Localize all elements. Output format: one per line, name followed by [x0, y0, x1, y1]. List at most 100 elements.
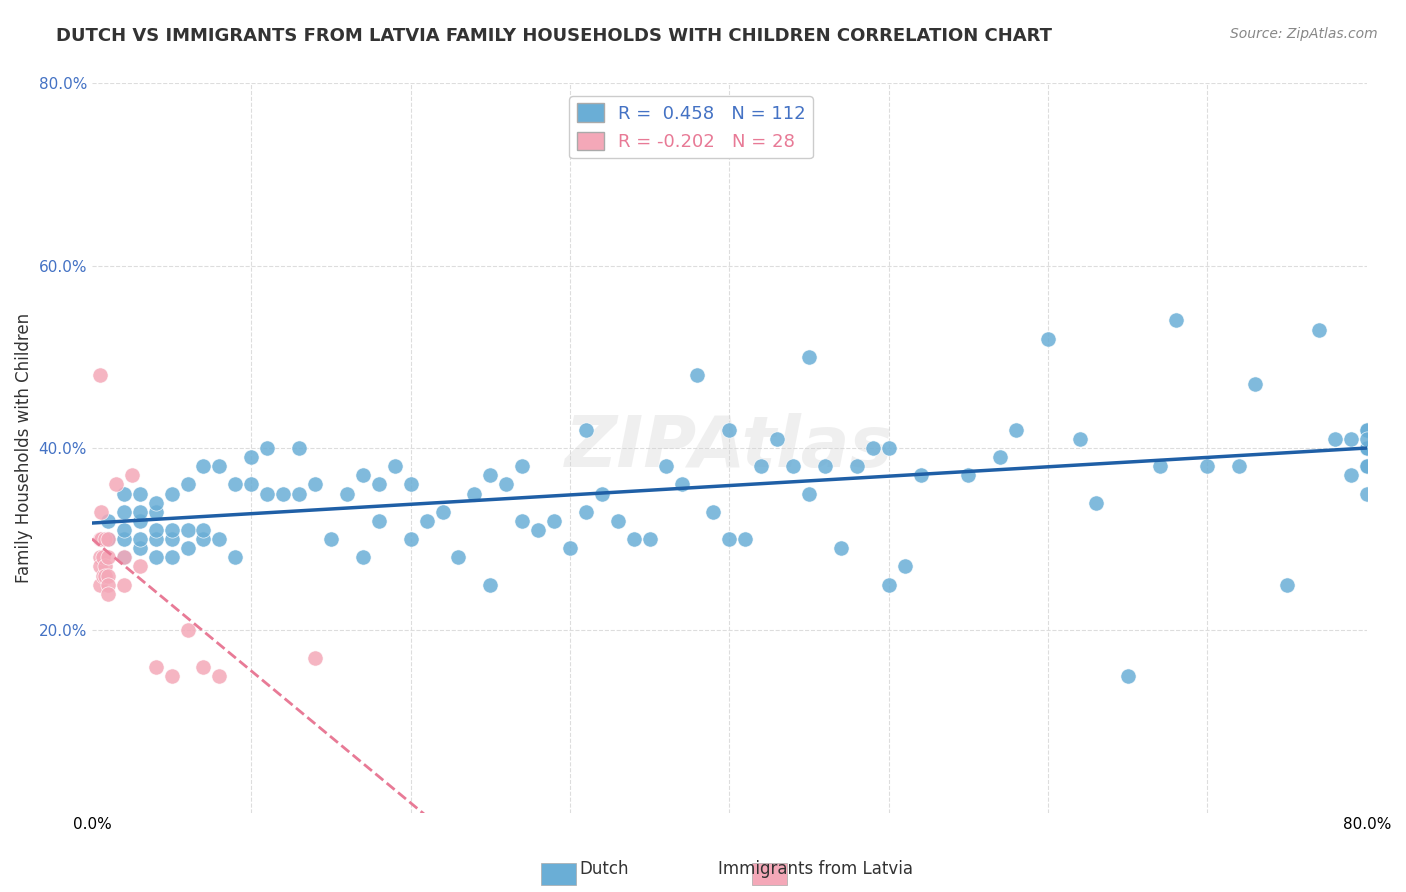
Point: [112, 486, 135, 500]
Point: [845, 459, 868, 474]
Point: [208, 459, 231, 474]
Point: [558, 541, 581, 556]
Point: [479, 468, 502, 483]
Point: [830, 541, 852, 556]
Point: [463, 486, 485, 500]
Point: [1355, 423, 1378, 437]
Point: [145, 532, 167, 546]
Point: [128, 559, 150, 574]
Point: [176, 541, 198, 556]
Point: [415, 514, 437, 528]
Point: [145, 523, 167, 537]
Point: [910, 468, 932, 483]
Point: [160, 486, 183, 500]
Point: [479, 577, 502, 591]
Text: Immigrants from Latvia: Immigrants from Latvia: [718, 860, 912, 878]
Point: [734, 532, 756, 546]
Text: Dutch: Dutch: [579, 860, 630, 878]
Point: [702, 505, 724, 519]
Point: [90, 505, 112, 519]
Point: [112, 532, 135, 546]
Point: [319, 532, 342, 546]
Point: [352, 468, 374, 483]
Point: [112, 550, 135, 565]
Point: [432, 505, 454, 519]
Point: [1005, 423, 1028, 437]
Point: [1355, 459, 1378, 474]
Point: [208, 669, 231, 683]
Point: [1036, 332, 1059, 346]
Point: [877, 577, 900, 591]
Point: [271, 486, 294, 500]
Point: [208, 532, 231, 546]
Point: [160, 523, 183, 537]
Point: [145, 496, 167, 510]
Point: [797, 486, 820, 500]
Point: [638, 532, 661, 546]
Point: [957, 468, 980, 483]
Point: [176, 477, 198, 491]
Point: [112, 523, 135, 537]
Point: [240, 477, 263, 491]
Point: [1084, 496, 1107, 510]
Point: [766, 432, 789, 446]
Point: [160, 669, 183, 683]
Point: [224, 550, 246, 565]
Point: [97, 532, 120, 546]
Point: [89, 577, 111, 591]
Text: DUTCH VS IMMIGRANTS FROM LATVIA FAMILY HOUSEHOLDS WITH CHILDREN CORRELATION CHAR: DUTCH VS IMMIGRANTS FROM LATVIA FAMILY H…: [56, 27, 1052, 45]
Point: [1275, 577, 1298, 591]
Point: [606, 514, 628, 528]
Point: [89, 559, 111, 574]
Point: [90, 532, 112, 546]
Point: [782, 459, 804, 474]
Point: [93, 568, 115, 582]
Point: [1340, 468, 1362, 483]
Point: [1355, 432, 1378, 446]
Point: [89, 368, 111, 382]
Point: [527, 523, 550, 537]
Point: [1164, 313, 1187, 327]
Point: [1355, 441, 1378, 455]
Point: [1197, 459, 1219, 474]
Point: [1355, 423, 1378, 437]
Point: [862, 441, 884, 455]
Point: [510, 459, 533, 474]
Point: [575, 423, 598, 437]
Point: [145, 659, 167, 673]
Point: [304, 477, 326, 491]
Point: [1355, 486, 1378, 500]
Point: [1340, 432, 1362, 446]
Point: [654, 459, 676, 474]
Point: [160, 532, 183, 546]
Point: [384, 459, 406, 474]
Point: [176, 523, 198, 537]
Y-axis label: Family Households with Children: Family Households with Children: [15, 313, 32, 583]
Point: [352, 550, 374, 565]
Point: [128, 486, 150, 500]
Point: [93, 559, 115, 574]
Point: [877, 441, 900, 455]
Point: [988, 450, 1011, 464]
Point: [89, 532, 111, 546]
Point: [1116, 669, 1139, 683]
Point: [112, 550, 135, 565]
Point: [814, 459, 837, 474]
Point: [495, 477, 517, 491]
Point: [575, 505, 598, 519]
Point: [256, 441, 278, 455]
Point: [128, 532, 150, 546]
Point: [1308, 322, 1330, 336]
Point: [128, 514, 150, 528]
Point: [193, 659, 215, 673]
Point: [1323, 432, 1346, 446]
Point: [1355, 441, 1378, 455]
Text: ZIPAtlas: ZIPAtlas: [565, 414, 894, 483]
Point: [1069, 432, 1091, 446]
Point: [336, 486, 359, 500]
Point: [1355, 459, 1378, 474]
Point: [1244, 377, 1267, 392]
Point: [145, 505, 167, 519]
Point: [89, 550, 111, 565]
Point: [97, 577, 120, 591]
